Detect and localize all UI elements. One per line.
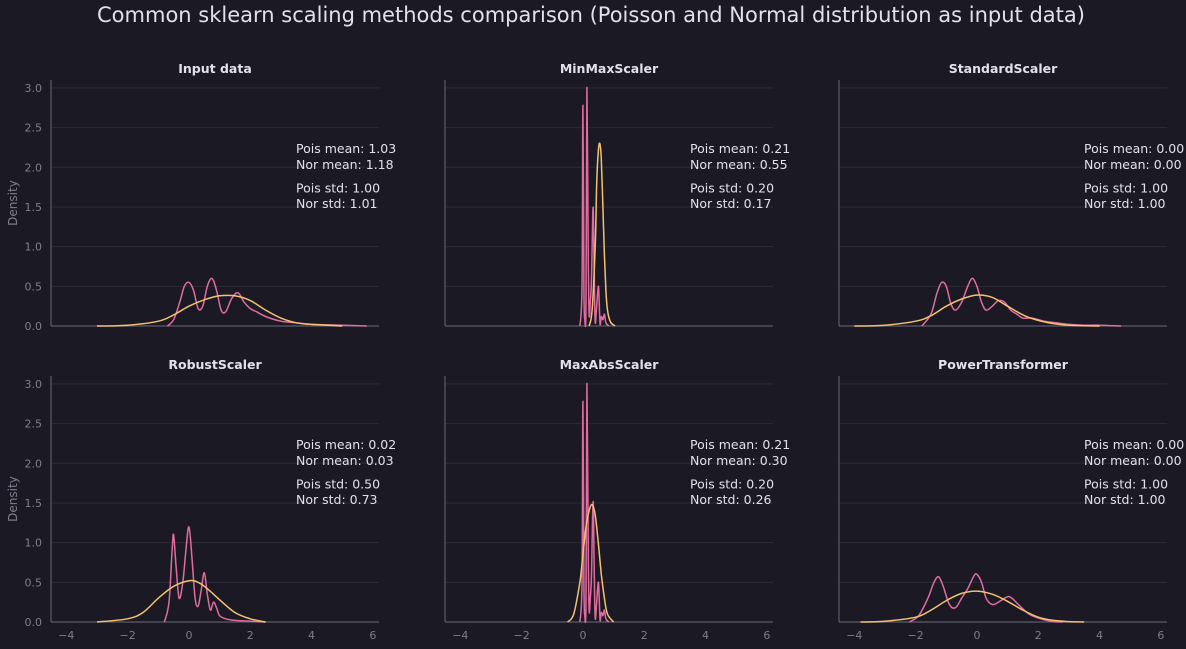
stat-annotation: Nor std: 1.00 <box>1084 196 1166 211</box>
x-tick-label: 0 <box>579 629 586 642</box>
poisson-density-line <box>579 87 610 328</box>
normal-density-line <box>860 590 1085 623</box>
figure-title: Common sklearn scaling methods compariso… <box>97 3 1085 27</box>
x-tick-label: 6 <box>763 629 770 642</box>
stat-annotation: Nor std: 1.01 <box>296 196 377 211</box>
stat-annotation: Pois mean: 0.02 <box>296 437 396 452</box>
x-tick-label: −4 <box>452 629 468 642</box>
x-tick-label: 2 <box>1035 629 1042 642</box>
stat-annotation: Nor std: 0.73 <box>296 492 377 507</box>
x-tick-label: 4 <box>702 629 709 642</box>
y-tick-label: 0.5 <box>25 576 43 589</box>
y-tick-label: 2.5 <box>25 418 43 431</box>
x-tick-label: 6 <box>369 629 376 642</box>
panel-title: MaxAbsScaler <box>560 357 660 372</box>
stat-annotation: Pois std: 0.50 <box>296 477 380 492</box>
normal-density-line <box>588 142 616 327</box>
y-tick-label: 2.0 <box>25 457 43 470</box>
y-tick-label: 1.0 <box>25 241 43 254</box>
panel-1: 0.0 0.5 1.0 1.5 2.0 2.5 3.0 Input data Density Po… <box>6 61 396 333</box>
x-tick-label: −4 <box>846 629 862 642</box>
normal-density-line <box>96 579 266 623</box>
panel-title: MinMaxScaler <box>560 61 659 76</box>
stat-annotation: Pois mean: 0.21 <box>690 141 790 156</box>
y-tick-label: 2.0 <box>25 161 43 174</box>
normal-density-line <box>854 294 1100 327</box>
x-tick-label: 2 <box>247 629 254 642</box>
x-tick-label: 0 <box>185 629 192 642</box>
poisson-density-line <box>579 383 610 624</box>
stat-annotation: Pois std: 1.00 <box>1084 477 1168 492</box>
y-tick-label: 0.0 <box>25 320 43 333</box>
stat-annotation: Nor mean: 0.30 <box>690 453 788 468</box>
x-tick-label: −4 <box>58 629 74 642</box>
stat-annotation: Nor mean: 1.18 <box>296 157 394 172</box>
stat-annotation: Pois std: 1.00 <box>1084 181 1168 196</box>
stat-annotation: Nor std: 1.00 <box>1084 492 1166 507</box>
poisson-density-line <box>163 526 266 623</box>
poisson-density-line <box>166 277 367 327</box>
normal-density-line <box>567 503 615 623</box>
x-tick-label: 4 <box>308 629 315 642</box>
poisson-density-line <box>921 277 1122 327</box>
y-tick-label: 1.5 <box>25 201 43 214</box>
y-axis-label: Density <box>6 180 20 226</box>
stat-annotation: Nor mean: 0.00 <box>1084 157 1182 172</box>
y-tick-label: 3.0 <box>25 378 43 391</box>
stat-annotation: Pois std: 0.20 <box>690 477 774 492</box>
x-tick-label: −2 <box>908 629 924 642</box>
stat-annotation: Pois std: 1.00 <box>296 181 380 196</box>
x-tick-label: −2 <box>514 629 530 642</box>
stat-annotation: Pois mean: 1.03 <box>296 141 396 156</box>
y-tick-label: 2.5 <box>25 122 43 135</box>
normal-density-line <box>96 294 343 327</box>
x-tick-label: 2 <box>641 629 648 642</box>
stat-annotation: Pois mean: 0.00 <box>1084 141 1184 156</box>
y-tick-label: 3.0 <box>25 82 43 95</box>
panel-title: StandardScaler <box>949 61 1058 76</box>
y-tick-label: 0.5 <box>25 280 43 293</box>
x-tick-label: 0 <box>973 629 980 642</box>
panel-4: 0.0 0.5 1.0 1.5 2.0 2.5 3.0 −4 −2 0 2 4 6 RobustScale… <box>6 357 396 642</box>
panel-title: Input data <box>178 61 252 76</box>
stat-annotation: Nor mean: 0.03 <box>296 453 394 468</box>
y-tick-label: 0.0 <box>25 616 43 629</box>
stat-annotation: Pois mean: 0.21 <box>690 437 790 452</box>
stat-annotation: Pois std: 0.20 <box>690 181 774 196</box>
x-tick-label: −2 <box>120 629 136 642</box>
stat-annotation: Pois mean: 0.00 <box>1084 437 1184 452</box>
panel-title: PowerTransformer <box>938 357 1069 372</box>
poisson-density-line <box>909 573 1063 623</box>
y-axis-label: Density <box>6 476 20 522</box>
y-tick-label: 1.0 <box>25 537 43 550</box>
y-tick-label: 1.5 <box>25 497 43 510</box>
stat-annotation: Nor std: 0.26 <box>690 492 772 507</box>
stat-annotation: Nor mean: 0.55 <box>690 157 788 172</box>
stat-annotation: Nor mean: 0.00 <box>1084 453 1182 468</box>
stat-annotation: Nor std: 0.17 <box>690 196 771 211</box>
x-tick-label: 6 <box>1157 629 1164 642</box>
x-tick-label: 4 <box>1096 629 1103 642</box>
panel-title: RobustScaler <box>168 357 262 372</box>
